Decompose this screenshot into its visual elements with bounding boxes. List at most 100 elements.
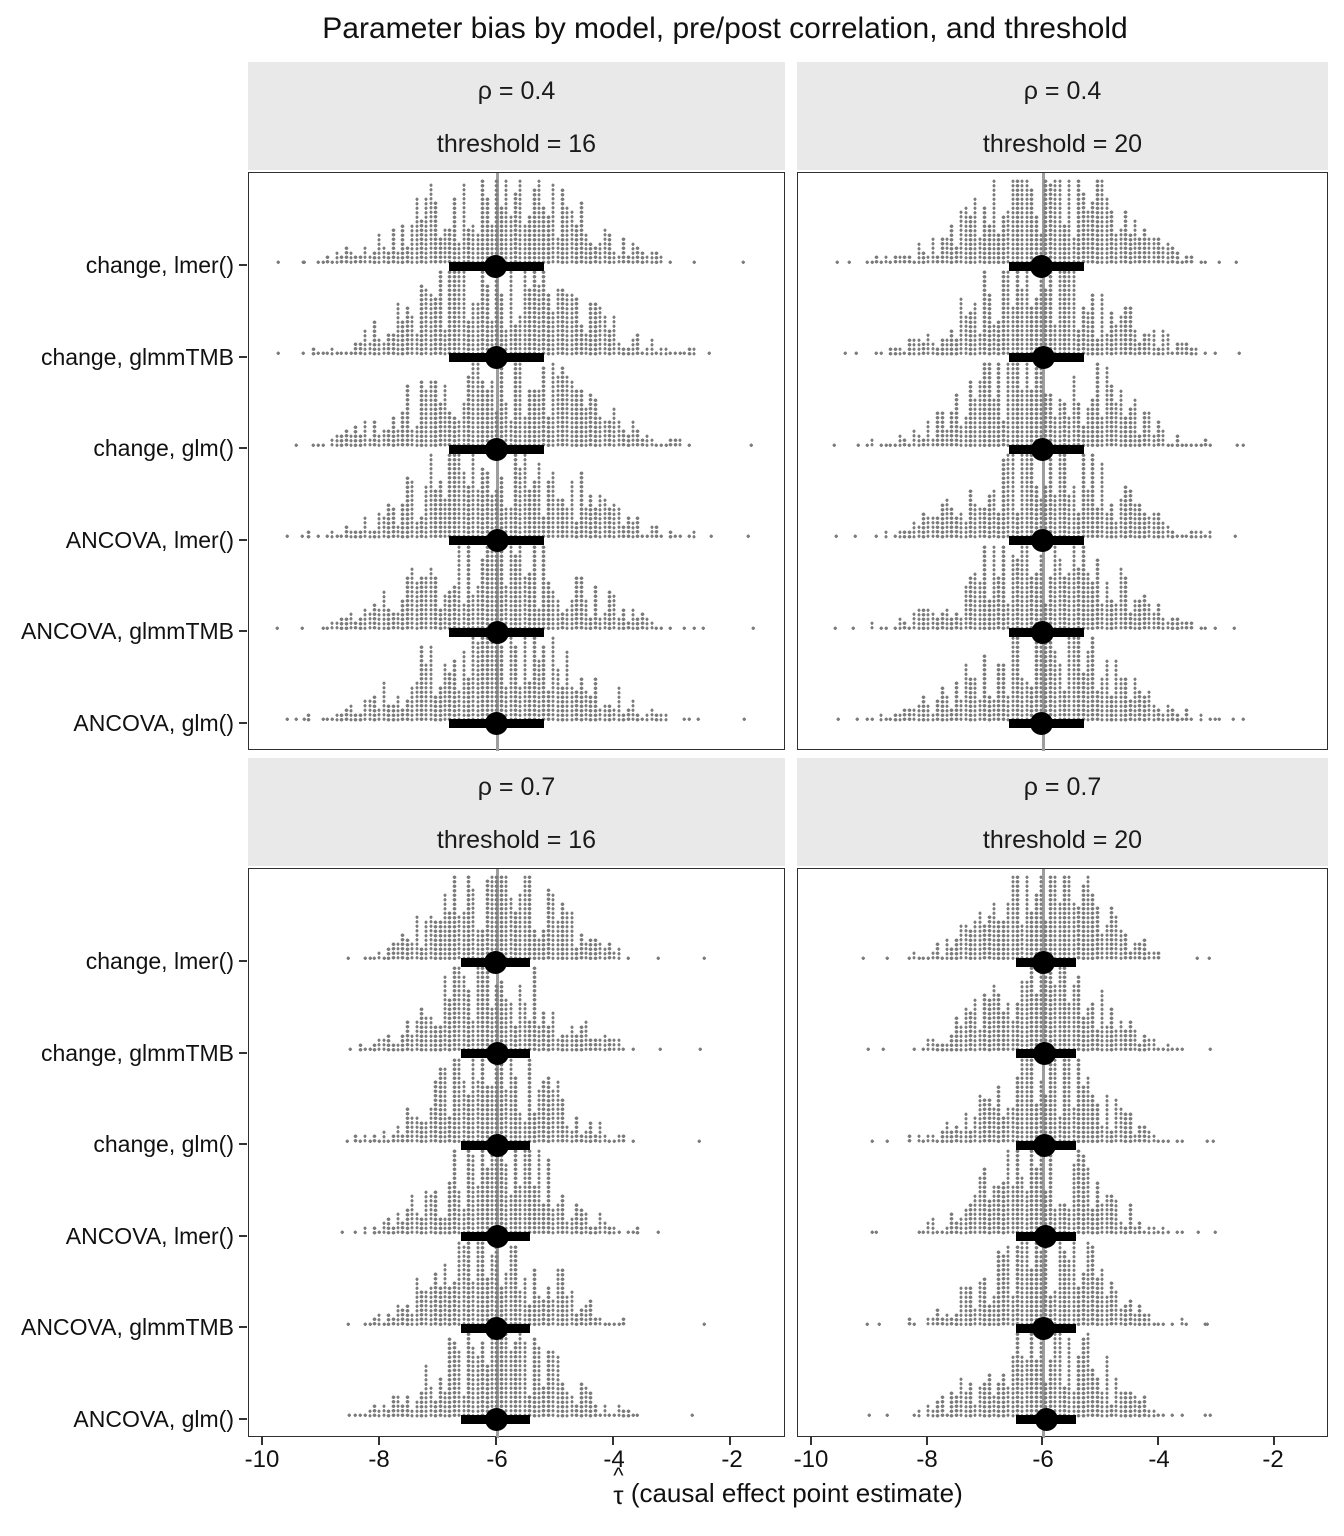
histogram-column [532,187,537,264]
histogram-column [1128,1203,1133,1235]
histogram-column [935,1138,940,1143]
histogram-column [1160,1047,1166,1052]
histogram-column [949,328,954,356]
histogram-column [480,466,485,539]
histogram-column [593,1225,598,1235]
histogram-column [527,571,532,630]
histogram-column [644,255,650,264]
histogram-column [1001,919,1006,960]
histogram-column [433,1189,438,1235]
histogram-column [376,1138,382,1143]
y-tick-mark [239,1234,247,1237]
histogram-column [362,1134,368,1143]
outlier-dot [870,1138,875,1143]
histogram-column [522,223,528,264]
histogram-column [925,1317,931,1326]
histogram-column [395,694,401,722]
histogram-column [400,319,405,356]
histogram-column [588,493,593,539]
histogram-column [1010,1185,1016,1235]
histogram-column [1090,1002,1095,1052]
histogram-column [1179,1413,1185,1418]
histogram-column [466,484,471,539]
outlier-dot [1208,1047,1213,1052]
histogram-column [597,306,603,356]
histogram-column [1034,297,1039,356]
histogram-column [508,420,514,447]
histogram-column [1081,453,1086,539]
histogram-column [1165,1138,1171,1143]
histogram-column [597,1317,603,1326]
outlier-dot [751,625,756,630]
histogram-column [428,1015,434,1052]
histogram-column [1081,192,1086,264]
histogram-column [977,1176,983,1235]
histogram-column [1165,333,1171,356]
histogram-column [1029,453,1034,539]
histogram-column [579,1381,584,1418]
histogram-column [1156,1413,1161,1418]
histogram-column [1156,1138,1161,1143]
histogram-column [944,337,950,356]
histogram-column [513,910,518,960]
histogram-column [644,712,650,722]
histogram-column [663,346,669,356]
histogram-column [1024,361,1030,447]
histogram-column [311,442,316,447]
histogram-column [668,259,673,264]
histogram-column [864,259,870,264]
histogram-column [874,534,879,539]
outlier-dot [285,534,290,539]
histogram-column [607,1038,612,1052]
histogram-column [1165,621,1171,630]
histogram-column [1160,712,1166,722]
histogram-column [329,438,335,447]
histogram-column [626,955,631,960]
histogram-column [1184,708,1189,722]
histogram-column [1015,1149,1020,1235]
histogram-column [1142,1395,1147,1418]
x-tick-mark [809,1437,812,1445]
histogram-column [1128,612,1133,630]
histogram-column [367,529,373,539]
histogram-column [991,324,997,356]
histogram-column [344,708,349,722]
histogram-column [1071,237,1077,264]
histogram-column [494,1057,499,1143]
histogram-column [546,1285,551,1326]
histogram-column [419,1120,424,1143]
histogram-column [414,424,420,447]
histogram-column [461,471,467,539]
histogram-column [532,1111,537,1143]
outlier-dot [866,1413,872,1418]
histogram-column [555,1080,561,1143]
histogram-column [513,1149,518,1235]
histogram-column [1024,1359,1030,1418]
histogram-column [400,502,405,539]
histogram-column [1156,237,1161,264]
histogram-column [447,672,452,722]
histogram-column [372,694,377,722]
histogram-column [1066,874,1072,960]
median-point [485,1042,509,1065]
histogram-column [621,237,626,264]
outlier-dot [1233,534,1238,539]
histogram-column [499,361,504,447]
histogram-column [925,420,931,447]
histogram-column [513,192,518,264]
histogram-column [447,270,452,356]
outlier-dot [1207,955,1212,960]
histogram-column [569,1395,575,1418]
histogram-column [911,951,917,960]
histogram-column [555,598,561,630]
histogram-column [1156,346,1161,356]
histogram-column [485,636,490,722]
histogram-column [925,1221,931,1235]
histogram-column [1081,1336,1086,1418]
histogram-column [485,388,490,447]
histogram-column [1057,966,1063,1052]
histogram-column [616,1321,622,1326]
histogram-column [921,1230,926,1235]
histogram-column [489,1254,495,1326]
histogram-column [1128,232,1133,264]
